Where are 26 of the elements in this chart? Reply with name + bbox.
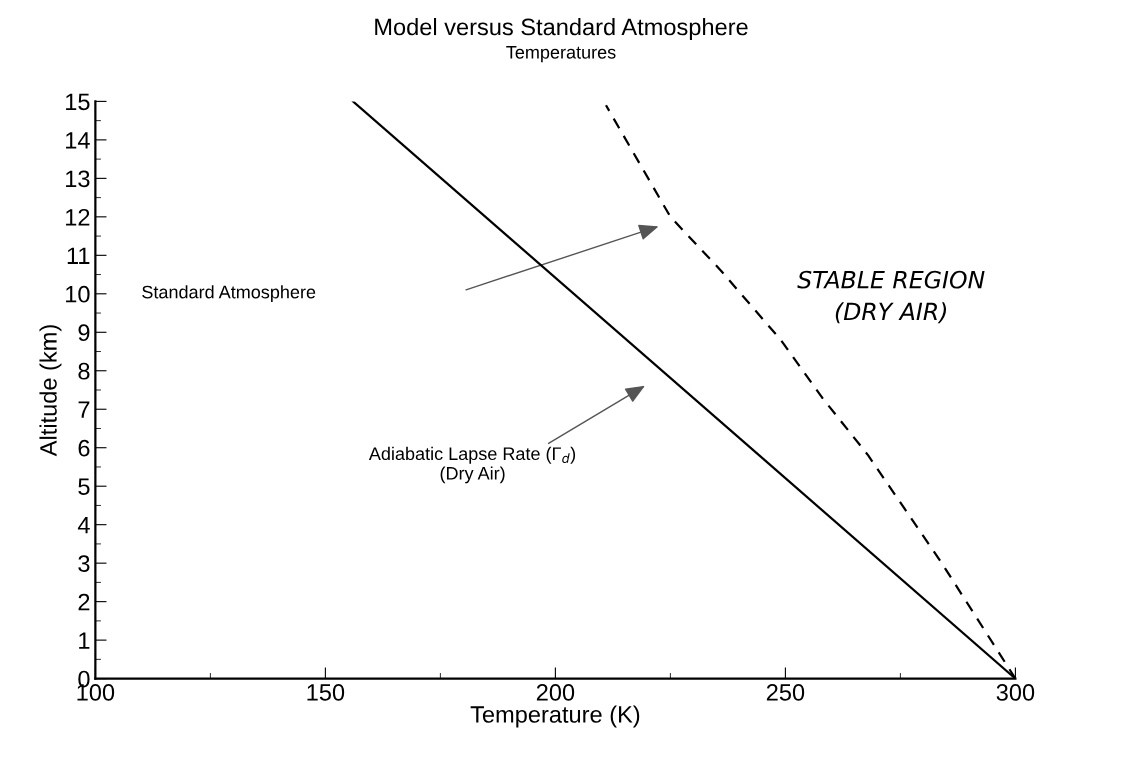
- y-tick-label: 6: [78, 439, 90, 457]
- y-tick-label: 15: [66, 93, 90, 111]
- y-tick-label: 2: [78, 593, 90, 611]
- chart-title: Model versus Standard Atmosphere: [375, 17, 748, 40]
- y-tick-label: 10: [66, 285, 90, 303]
- y-tick-label: 9: [78, 324, 90, 342]
- y-tick-label: 13: [66, 170, 90, 188]
- chart-subtitle: Temperatures: [506, 46, 616, 63]
- y-tick-label: 4: [77, 516, 90, 534]
- text: Adiabatic Lapse Rate (Γ$_{d}$) (Dry Air): [368, 446, 576, 484]
- y-tick-label: 3: [78, 555, 90, 572]
- x-tick-label: 200: [536, 684, 575, 701]
- y-tick-label: 1: [79, 632, 90, 649]
- y-tick-label: 11: [67, 247, 90, 264]
- x-tick-label: 250: [766, 684, 805, 701]
- y-tick-label: 8: [78, 362, 90, 380]
- annotation: Standard Atmosphere: [142, 285, 316, 303]
- y-tick-label: 5: [78, 478, 90, 495]
- annotation: STABLE REGION (DRY AIR): [797, 270, 985, 324]
- y-tick-label: 14: [66, 132, 90, 149]
- y-axis-title: Altitude (km): [39, 325, 62, 457]
- x-tick-label: 300: [996, 684, 1035, 701]
- x-tick-label: 150: [307, 684, 345, 701]
- x-axis-title: Temperature (K): [470, 705, 640, 728]
- y-tick-label: 7: [78, 401, 90, 418]
- y-tick-label: 12: [66, 208, 90, 226]
